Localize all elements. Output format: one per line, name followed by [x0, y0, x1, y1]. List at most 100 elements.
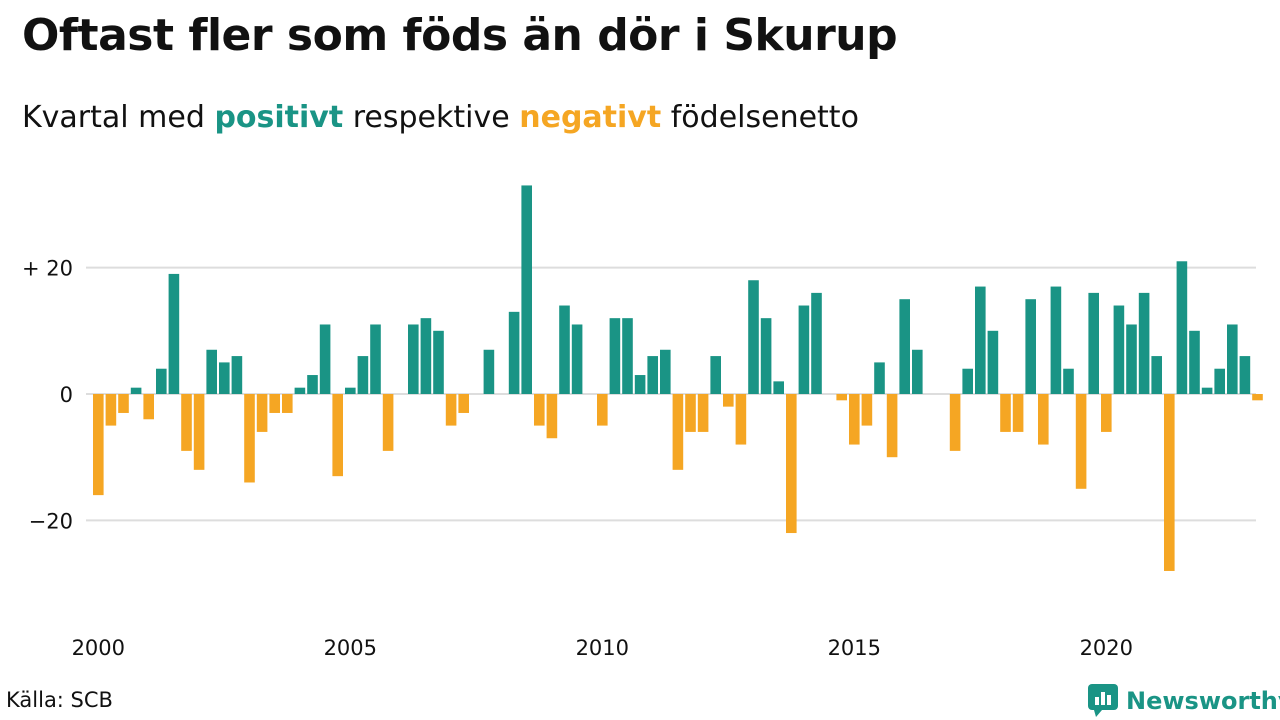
- bar-positive: [760, 318, 772, 394]
- bar-positive: [660, 349, 671, 394]
- bar-negative: [458, 394, 469, 413]
- bar-negative: [546, 394, 558, 439]
- bar-positive: [962, 368, 973, 394]
- bar-negative: [735, 394, 747, 445]
- bar-positive: [975, 286, 986, 394]
- bar-negative: [597, 394, 608, 426]
- newsworthy-logo-icon: [1088, 684, 1118, 717]
- bar-negative: [1101, 394, 1112, 432]
- brand-name: Newsworthy: [1126, 687, 1280, 715]
- bar-negative: [332, 394, 343, 477]
- bar-positive: [1063, 368, 1074, 394]
- bar-negative: [143, 394, 154, 420]
- bar-positive: [1113, 305, 1125, 394]
- bar-negative: [269, 394, 280, 413]
- bar-positive: [1126, 324, 1137, 394]
- bar-positive: [307, 375, 318, 394]
- bars: [93, 185, 1263, 571]
- subtitle-text-mid: respektive: [352, 100, 510, 135]
- y-tick-label: −20: [29, 509, 73, 533]
- bar-positive: [345, 387, 356, 394]
- bar-negative: [93, 394, 104, 496]
- bar-positive: [748, 280, 759, 394]
- x-tick-label: 2000: [72, 636, 125, 660]
- bar-positive: [987, 330, 999, 394]
- bar-positive: [1151, 356, 1162, 394]
- bar-negative: [949, 394, 961, 451]
- bar-positive: [1050, 286, 1062, 394]
- bar-chart: + 20 0 −20 2000 2005 2010 2015 2020: [22, 185, 1263, 660]
- bar-positive: [219, 362, 230, 394]
- subtitle-positive: positivt: [214, 100, 344, 135]
- bar-positive: [408, 324, 419, 394]
- bar-positive: [231, 356, 243, 394]
- bar-negative: [723, 394, 734, 407]
- bar-positive: [1239, 356, 1251, 394]
- bar-positive: [521, 185, 532, 394]
- bar-positive: [1025, 299, 1036, 394]
- chart-title: Oftast fler som föds än dör i Skurup: [22, 10, 898, 61]
- bar-positive: [420, 318, 432, 394]
- bar-negative: [1012, 394, 1024, 432]
- bar-negative: [685, 394, 696, 432]
- bar-positive: [634, 375, 646, 394]
- bar-positive: [912, 349, 923, 394]
- x-tick-label: 2010: [576, 636, 629, 660]
- bar-positive: [1201, 387, 1213, 394]
- subtitle-text-pre: Kvartal med: [22, 100, 205, 135]
- bar-negative: [193, 394, 205, 470]
- bar-positive: [294, 387, 306, 394]
- bar-negative: [1038, 394, 1049, 445]
- subtitle-text-post: födelsenetto: [670, 100, 859, 135]
- bar-positive: [798, 305, 810, 394]
- bar-negative: [786, 394, 797, 534]
- y-tick-label: + 20: [22, 257, 73, 281]
- bar-positive: [130, 387, 142, 394]
- bar-negative: [1164, 394, 1175, 571]
- bar-negative: [886, 394, 898, 458]
- bar-negative: [534, 394, 545, 426]
- bar-positive: [370, 324, 381, 394]
- subtitle-negative: negativt: [519, 100, 662, 135]
- x-tick-label: 2015: [828, 636, 881, 660]
- bar-positive: [168, 273, 180, 394]
- bar-positive: [357, 356, 369, 394]
- bar-positive: [508, 311, 520, 394]
- bar-negative: [282, 394, 293, 413]
- bar-negative: [836, 394, 847, 401]
- y-tick-label: 0: [60, 383, 73, 407]
- bar-negative: [244, 394, 255, 483]
- brand-logo: Newsworthy: [1088, 684, 1280, 718]
- axis-labels: + 20 0 −20 2000 2005 2010 2015 2020: [22, 257, 1133, 660]
- bar-positive: [1189, 330, 1200, 394]
- bar-negative: [181, 394, 192, 451]
- bar-negative: [256, 394, 268, 432]
- bar-positive: [773, 381, 784, 394]
- bar-negative: [118, 394, 129, 413]
- x-tick-label: 2005: [324, 636, 377, 660]
- source-note: Källa: SCB: [6, 688, 113, 712]
- bar-positive: [156, 368, 167, 394]
- bar-negative: [849, 394, 860, 445]
- bar-negative: [1075, 394, 1087, 489]
- bar-positive: [433, 330, 444, 394]
- bar-positive: [811, 292, 822, 394]
- bar-positive: [1138, 292, 1150, 394]
- bar-positive: [483, 349, 495, 394]
- chart-subtitle: Kvartal med positivt respektive negativt…: [22, 100, 859, 135]
- bar-negative: [382, 394, 394, 451]
- bar-positive: [319, 324, 331, 394]
- bar-negative: [1000, 394, 1011, 432]
- bar-positive: [622, 318, 633, 394]
- bar-positive: [609, 318, 621, 394]
- bar-positive: [874, 362, 885, 394]
- bar-negative: [1252, 394, 1263, 401]
- bar-positive: [1088, 292, 1099, 394]
- bar-negative: [105, 394, 117, 426]
- bar-positive: [559, 305, 570, 394]
- bar-negative: [861, 394, 873, 426]
- bar-negative: [672, 394, 684, 470]
- bar-positive: [710, 356, 721, 394]
- bar-positive: [1176, 261, 1188, 394]
- bar-negative: [697, 394, 709, 432]
